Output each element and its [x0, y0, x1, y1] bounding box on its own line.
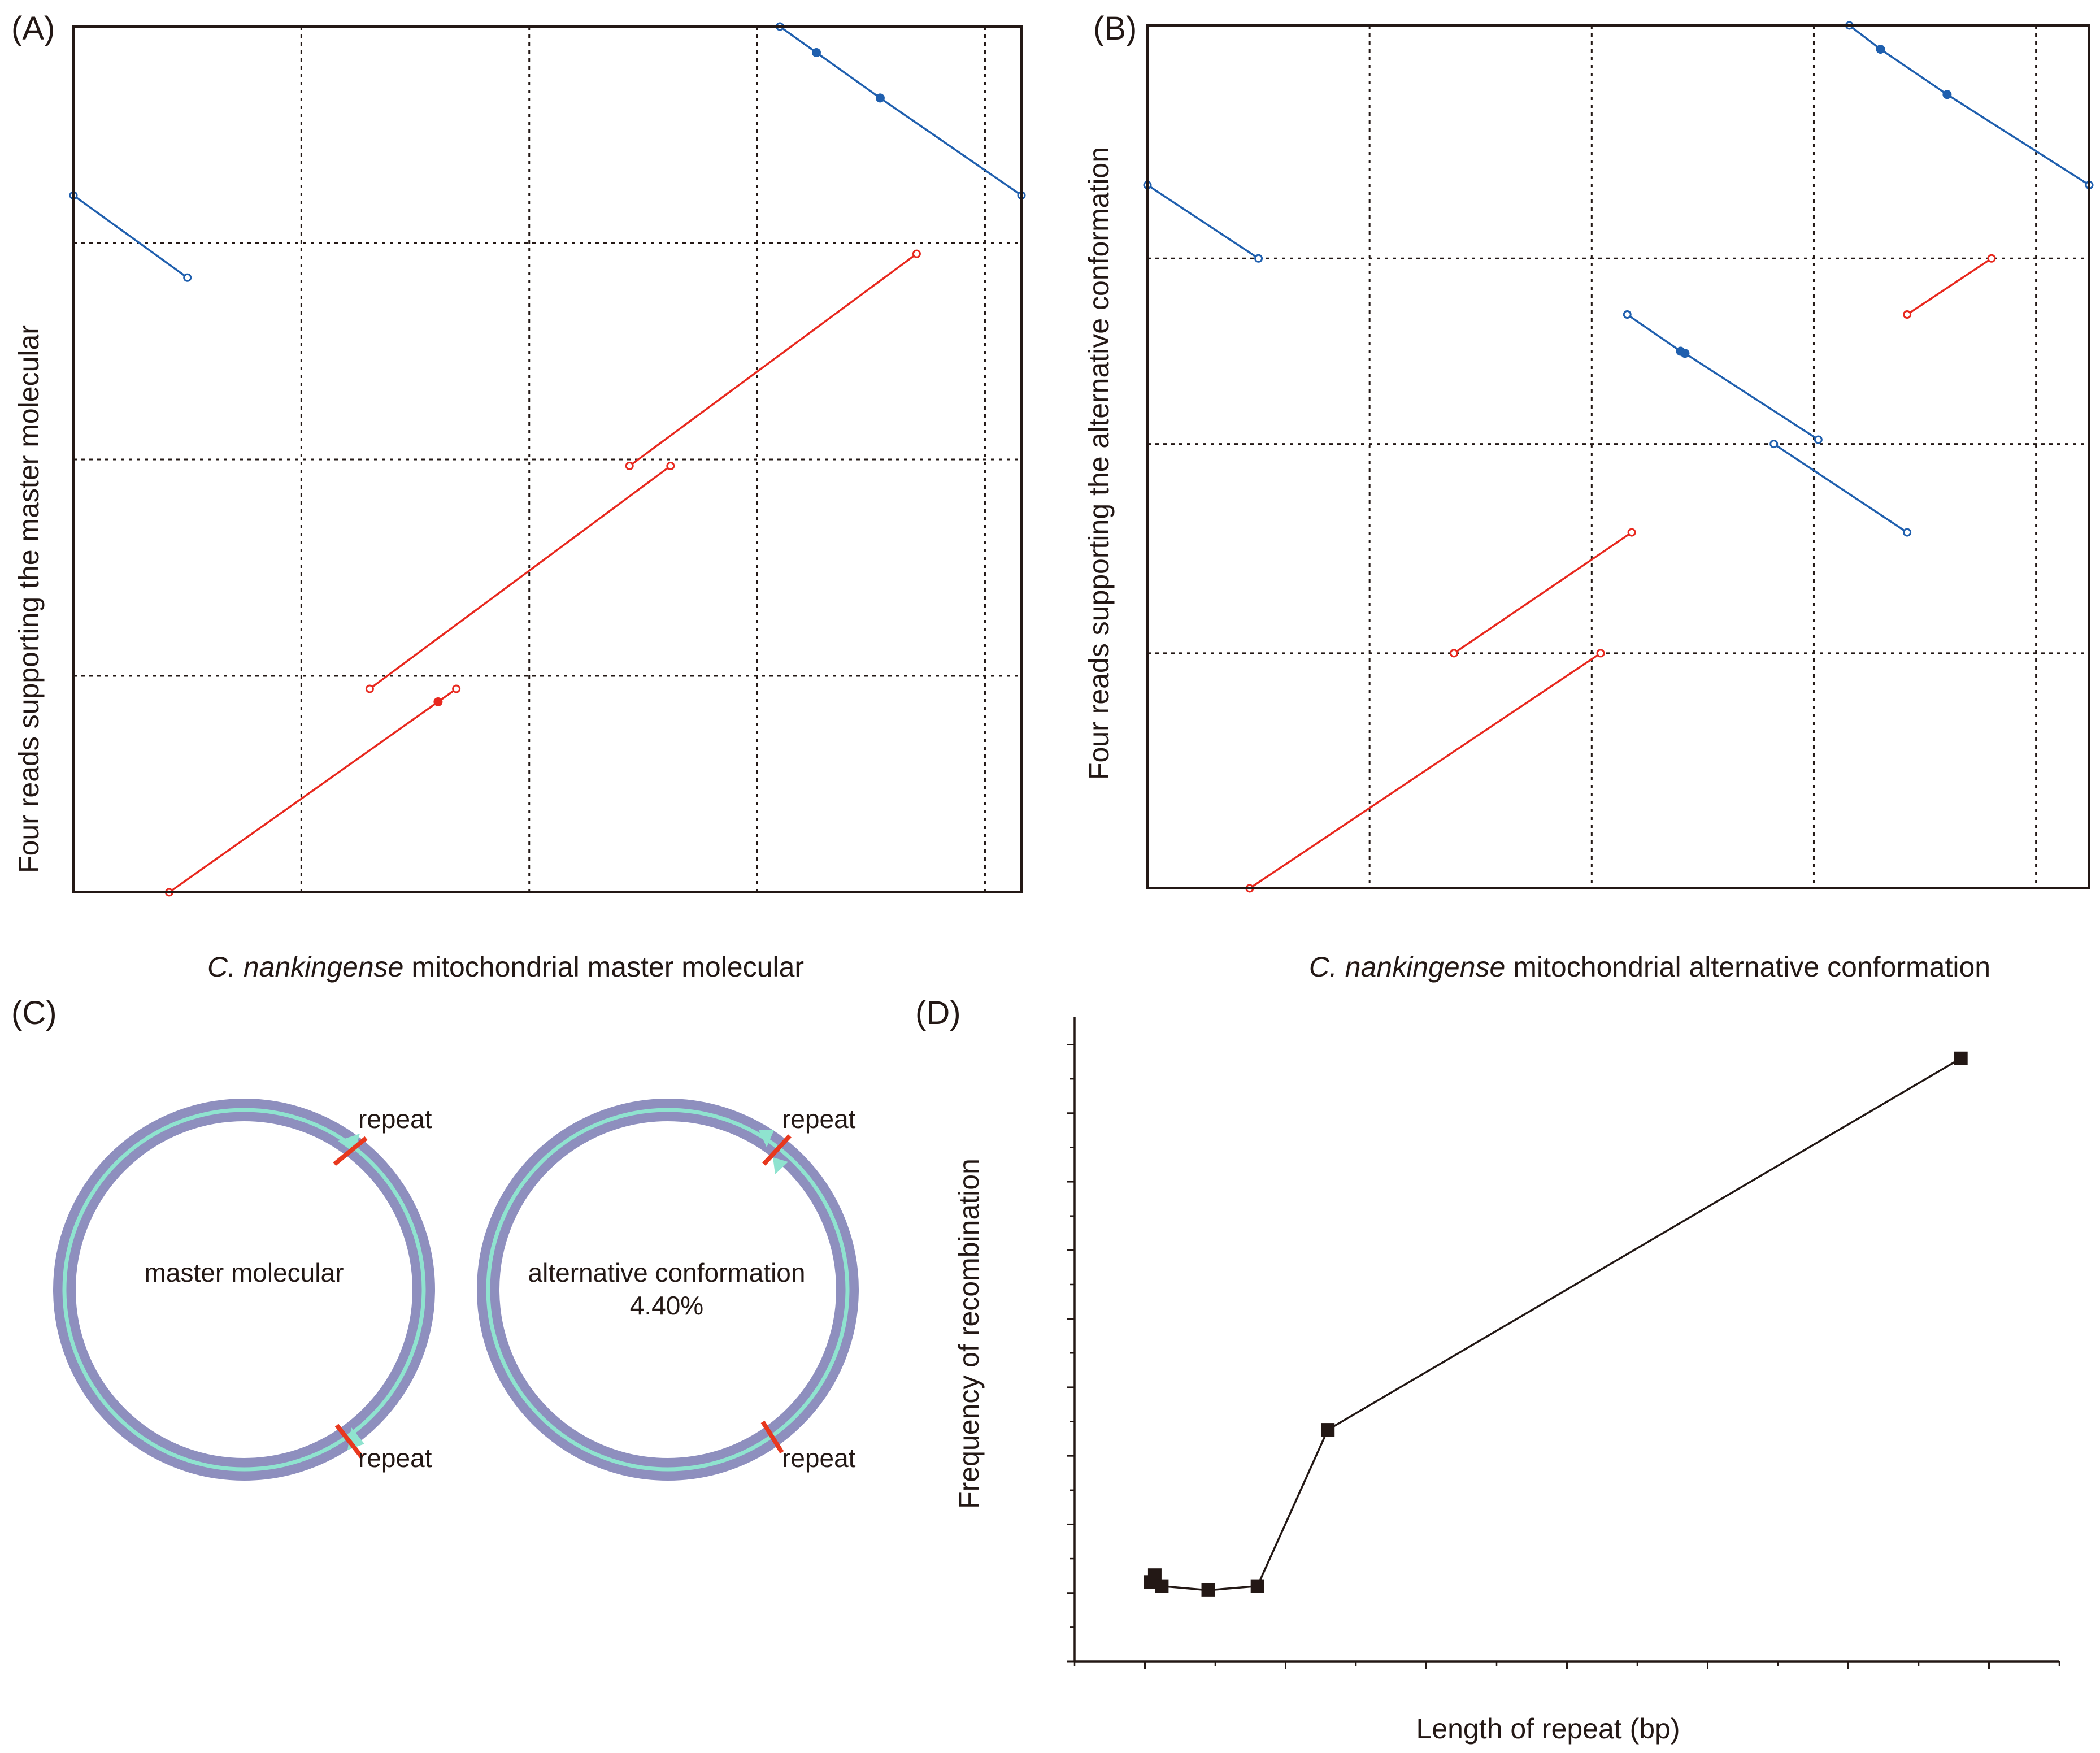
panel-b-plot-frame	[1146, 24, 2090, 889]
panel-d-data-point	[1321, 1423, 1335, 1437]
panel-b-x-axis-label: C. nankingense mitochondrial alternative…	[1309, 951, 1990, 983]
b-alignment-breakpoint	[1680, 349, 1690, 358]
alternative-conformation-label: alternative conformation	[528, 1258, 806, 1287]
panel-a-read-alignments	[69, 22, 1026, 897]
b-alignment-endpoint	[1769, 440, 1779, 449]
arrowhead-icon	[759, 1130, 774, 1147]
b-alignment-segment-blue	[1773, 443, 1908, 533]
repeat-label-bottom: repeat	[358, 1443, 432, 1473]
panel-b-gridlines	[1147, 25, 2089, 888]
panel-d-series	[1144, 1051, 1968, 1597]
a-alignment-segment-blue	[72, 194, 188, 279]
master-molecule-strand	[62, 1108, 426, 1472]
a-alignment-endpoint	[912, 249, 921, 258]
b-alignment-segment-blue	[1627, 314, 1819, 441]
a-alignment-breakpoint	[811, 47, 821, 57]
b-alignment-endpoint	[1450, 649, 1459, 658]
arrowhead-icon	[773, 1157, 788, 1174]
panel-c-label: (C)	[11, 995, 57, 1031]
a-alignment-segment-red	[168, 688, 457, 893]
panel-b-read-alignments	[1143, 21, 2094, 893]
repeat-marker-top	[762, 1134, 792, 1166]
b-alignment-segment-red	[1906, 257, 1992, 316]
a-alignment-endpoint	[365, 684, 374, 693]
b-alignment-segment-blue	[1147, 184, 1259, 259]
b-alignment-segment-red	[1453, 531, 1633, 654]
repeat-marker-top	[333, 1136, 368, 1166]
panel-a-y-axis-label: Four reads supporting the master molecul…	[13, 325, 45, 873]
a-alignment-endpoint	[625, 461, 634, 470]
alternative-conformation-circle: repeat repeat alternative conformation 4…	[477, 1099, 859, 1481]
b-alignment-breakpoint	[1876, 44, 1885, 54]
panel-a-plot-frame	[72, 25, 1023, 893]
alternative-conformation-strand	[486, 1108, 850, 1472]
b-alignment-endpoint	[1814, 435, 1823, 444]
panel-d-axes	[1067, 1017, 2060, 1669]
panel-d-y-axis-label: Frequency of recombination	[953, 1158, 985, 1509]
b-alignment-endpoint	[1623, 310, 1632, 319]
a-alignment-breakpoint	[875, 93, 885, 103]
panel-a: (A) C. nankingense mitochondrial master …	[11, 10, 1026, 983]
panel-a-x-axis-label: C. nankingense mitochondrial master mole…	[207, 951, 804, 983]
alternative-conformation-percent: 4.40%	[630, 1291, 703, 1320]
a-alignment-segment-blue	[779, 25, 1022, 197]
panel-d-data-point	[1954, 1051, 1968, 1065]
panel-a-label: (A)	[11, 10, 55, 47]
b-alignment-endpoint	[1903, 310, 1912, 319]
b-alignment-endpoint	[1627, 528, 1636, 537]
b-alignment-endpoint	[1987, 254, 1996, 263]
panel-a-gridlines	[73, 27, 1021, 892]
panel-b-label: (B)	[1093, 10, 1137, 47]
b-alignment-endpoint	[1596, 649, 1605, 658]
b-alignment-segment-red	[1249, 652, 1602, 889]
b-alignment-segment-blue	[1849, 24, 2090, 186]
panel-d-x-axis-label: Length of repeat (bp)	[1416, 1713, 1680, 1745]
b-alignment-breakpoint	[1942, 90, 1952, 99]
a-alignment-breakpoint	[433, 697, 443, 706]
panel-d-data-point	[1250, 1579, 1264, 1593]
repeat-label-bottom: repeat	[782, 1443, 856, 1473]
repeat-label-top: repeat	[782, 1104, 856, 1134]
panel-d-label: (D)	[915, 995, 961, 1031]
master-molecule-label: master molecular	[145, 1258, 344, 1287]
panel-d: (D) Length of repeat (bp) Frequency of r…	[915, 995, 2060, 1745]
panel-b: (B) C. nankingense mitochondrial alterna…	[1083, 10, 2094, 983]
panel-d-data-point	[1201, 1583, 1215, 1597]
b-alignment-endpoint	[1903, 528, 1912, 537]
repeat-label-top: repeat	[358, 1104, 432, 1134]
panel-d-series-line	[1149, 1057, 1962, 1591]
a-alignment-endpoint	[452, 684, 461, 693]
panel-c: (C) repeat repeat master molecular repea…	[11, 995, 859, 1481]
a-alignment-endpoint	[183, 273, 192, 282]
a-alignment-endpoint	[666, 461, 675, 470]
repeat-marker-bottom	[760, 1420, 784, 1454]
a-alignment-segment-red	[629, 253, 918, 467]
a-alignment-segment-red	[369, 465, 671, 690]
master-molecule-circle: repeat repeat master molecular	[53, 1099, 435, 1481]
panel-d-data-point	[1155, 1579, 1169, 1593]
b-alignment-endpoint	[1254, 254, 1263, 263]
panel-b-y-axis-label: Four reads supporting the alternative co…	[1083, 147, 1115, 780]
repeat-marker-bottom	[334, 1424, 364, 1459]
